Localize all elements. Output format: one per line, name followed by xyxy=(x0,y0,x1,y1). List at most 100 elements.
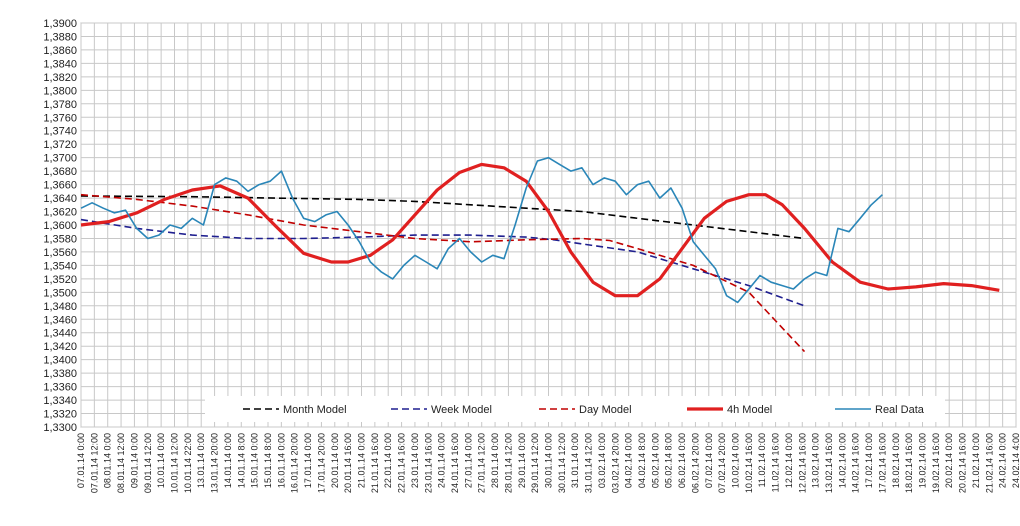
x-tick-label: 11.02.14 0:00 xyxy=(757,433,767,487)
y-tick-label: 1,3380 xyxy=(43,368,77,380)
x-tick-label: 19.02.14 0:00 xyxy=(918,433,928,488)
x-tick-label: 08.01.14 12:00 xyxy=(116,433,126,493)
y-tick-label: 1,3800 xyxy=(43,85,77,97)
x-tick-label: 21.02.14 16:00 xyxy=(984,433,994,493)
x-tick-label: 15.01.14 8:00 xyxy=(263,433,273,488)
x-tick-label: 31.01.14 12:00 xyxy=(584,433,594,493)
x-tick-label: 05.02.14 8:00 xyxy=(664,433,674,488)
grid xyxy=(80,22,1017,428)
x-tick-label: 28.01.14 0:00 xyxy=(490,433,500,488)
x-tick-label: 07.02.14 0:00 xyxy=(704,433,714,488)
y-tick-label: 1,3660 xyxy=(43,180,77,192)
x-tick-label: 04.02.14 0:00 xyxy=(624,433,634,488)
x-tick-label: 30.01.14 0:00 xyxy=(544,433,554,488)
y-tick-label: 1,3620 xyxy=(43,207,77,219)
x-tick-label: 14.02.14 0:00 xyxy=(837,433,847,488)
y-tick-label: 1,3640 xyxy=(43,193,77,205)
y-tick-label: 1,3320 xyxy=(43,409,77,421)
y-tick-label: 1,3540 xyxy=(43,260,77,272)
y-tick-label: 1,3860 xyxy=(43,45,77,57)
x-tick-label: 12.02.14 16:00 xyxy=(797,433,807,493)
x-tick-label: 21.01.14 0:00 xyxy=(357,433,367,488)
x-tick-label: 20.02.14 16:00 xyxy=(958,433,968,493)
x-tick-label: 27.01.14 12:00 xyxy=(477,433,487,493)
x-tick-label: 13.01.14 20:00 xyxy=(210,433,220,493)
x-tick-label: 10.01.14 12:00 xyxy=(170,433,180,493)
x-tick-label: 10.02.14 16:00 xyxy=(744,433,754,493)
x-tick-label: 21.02.14 0:00 xyxy=(971,433,981,488)
x-tick-label: 03.02.14 20:00 xyxy=(610,433,620,493)
x-tick-label: 22.01.14 0:00 xyxy=(383,433,393,488)
y-tick-label: 1,3760 xyxy=(43,112,77,124)
legend-label: 4h Model xyxy=(727,404,772,416)
y-tick-label: 1,3420 xyxy=(43,341,77,353)
x-tick-label: 13.01.14 0:00 xyxy=(196,433,206,488)
y-tick-label: 1,3580 xyxy=(43,233,77,245)
y-tick-label: 1,3600 xyxy=(43,220,77,232)
y-tick-label: 1,3700 xyxy=(43,153,77,165)
x-tick-label: 06.02.14 20:00 xyxy=(690,433,700,493)
series-line-real-data xyxy=(80,156,883,304)
x-tick-label: 31.01.14 0:00 xyxy=(570,433,580,488)
y-tick-label: 1,3440 xyxy=(43,328,77,340)
x-tick-label: 13.02.14 16:00 xyxy=(824,433,834,493)
x-tick-label: 29.01.14 12:00 xyxy=(530,433,540,493)
y-tick-label: 1,3520 xyxy=(43,274,77,286)
x-tick-label: 28.01.14 12:00 xyxy=(503,433,513,493)
x-tick-label: 14.02.14 16:00 xyxy=(851,433,861,493)
x-tick-label: 10.02.14 0:00 xyxy=(731,433,741,488)
x-tick-label: 19.02.14 16:00 xyxy=(931,433,941,493)
x-tick-label: 29.01.14 0:00 xyxy=(517,433,527,488)
x-tick-label: 07.02.14 20:00 xyxy=(717,433,727,493)
legend-label: Week Model xyxy=(431,404,492,416)
y-tick-label: 1,3340 xyxy=(43,395,77,407)
x-tick-label: 23.01.14 0:00 xyxy=(410,433,420,488)
y-tick-label: 1,3740 xyxy=(43,126,77,138)
legend: Month Model Week Model Day Model 4h Model Re… xyxy=(205,396,945,422)
legend-label: Month Model xyxy=(283,404,347,416)
y-tick-label: 1,3900 xyxy=(43,18,77,30)
x-tick-label: 12.02.14 0:00 xyxy=(784,433,794,488)
x-tick-label: 20.01.14 0:00 xyxy=(330,433,340,488)
x-tick-label: 05.02.14 0:00 xyxy=(650,433,660,488)
x-tick-label: 30.01.14 12:00 xyxy=(557,433,567,493)
x-tick-label: 09.01.14 0:00 xyxy=(129,433,139,488)
y-tick-label: 1,3300 xyxy=(43,422,77,434)
y-tick-label: 1,3840 xyxy=(43,58,77,70)
x-tick-label: 15.01.14 0:00 xyxy=(250,433,260,488)
y-tick-label: 1,3880 xyxy=(43,31,77,43)
series-group xyxy=(80,156,1000,353)
x-tick-label: 23.01.14 16:00 xyxy=(423,433,433,493)
x-tick-label: 24.01.14 16:00 xyxy=(450,433,460,493)
y-tick-label: 1,3460 xyxy=(43,314,77,326)
y-tick-label: 1,3400 xyxy=(43,355,77,367)
x-tick-label: 04.02.14 8:00 xyxy=(637,433,647,488)
x-tick-label: 17.02.14 16:00 xyxy=(877,433,887,493)
x-tick-label: 16.01.14 20:00 xyxy=(290,433,300,493)
x-tick-label: 07.01.14 12:00 xyxy=(89,433,99,493)
x-tick-label: 24.02.14 4:00 xyxy=(1011,433,1020,488)
x-tick-label: 07.01.14 0:00 xyxy=(76,433,86,488)
y-tick-label: 1,3480 xyxy=(43,301,77,313)
y-tick-label: 1,3720 xyxy=(43,139,77,151)
x-tick-label: 17.01.14 20:00 xyxy=(316,433,326,493)
x-tick-label: 24.01.14 0:00 xyxy=(437,433,447,488)
x-tick-label: 10.01.14 0:00 xyxy=(156,433,166,488)
x-tick-label: 20.02.14 0:00 xyxy=(944,433,954,488)
series-line-4h-model xyxy=(80,162,1000,298)
y-tick-label: 1,3360 xyxy=(43,382,77,394)
x-tick-label: 17.01.14 0:00 xyxy=(303,433,313,488)
x-tick-label: 11.02.14 16:00 xyxy=(771,433,781,492)
x-tick-label: 22.01.14 16:00 xyxy=(397,433,407,493)
x-tick-label: 09.01.14 12:00 xyxy=(143,433,153,493)
y-tick-label: 1,3680 xyxy=(43,166,77,178)
x-tick-label: 16.01.14 0:00 xyxy=(276,433,286,488)
x-tick-label: 14.01.14 0:00 xyxy=(223,433,233,488)
x-tick-label: 03.02.14 0:00 xyxy=(597,433,607,488)
x-tick-label: 06.02.14 0:00 xyxy=(677,433,687,488)
x-tick-label: 17.02.14 0:00 xyxy=(864,433,874,488)
x-tick-label: 08.01.14 0:00 xyxy=(103,433,113,488)
